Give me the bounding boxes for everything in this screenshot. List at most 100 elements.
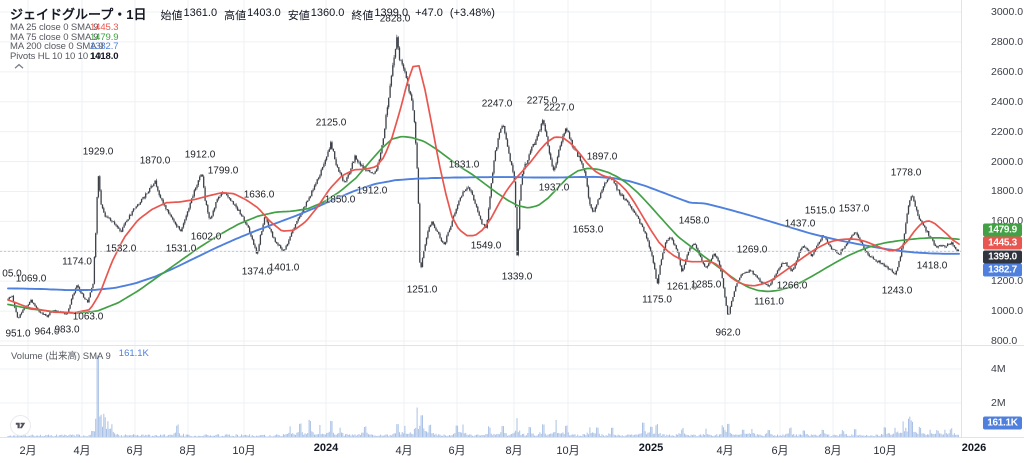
pivot-label: 1458.0 bbox=[678, 215, 710, 227]
ma25-value: 1445.3 bbox=[90, 22, 119, 34]
collapse-legend-button[interactable] bbox=[13, 57, 25, 75]
pivot-label: 1602.0 bbox=[190, 231, 222, 243]
time-axis-label: 8月 bbox=[824, 445, 842, 457]
indicator-row-ma75[interactable]: MA 75 close 0 SMA 9 1479.9 bbox=[10, 31, 495, 43]
pivot-label: 1870.0 bbox=[139, 155, 171, 167]
time-axis-label: 6月 bbox=[126, 445, 144, 457]
close-label: 終値 bbox=[351, 10, 374, 22]
volume-axis-tick: 2M bbox=[991, 397, 1006, 409]
pivot-label: 1161.0 bbox=[754, 296, 784, 308]
pivot-label: 1912.0 bbox=[184, 149, 216, 161]
volume-value: 161.1K bbox=[118, 348, 149, 359]
time-axis-label: 2025 bbox=[638, 442, 664, 454]
ma200-price-badge: 1382.7 bbox=[983, 263, 1022, 277]
pivot-label: 1897.0 bbox=[586, 151, 618, 163]
pivot-label: 983.0 bbox=[54, 324, 80, 336]
volume-legend[interactable]: Volume (出来高) SMA 9 161.1K bbox=[11, 348, 149, 362]
ma25-label: MA 25 close 0 SMA 9 bbox=[10, 22, 99, 34]
price-axis-tick: 800.0 bbox=[991, 335, 1018, 347]
pivot-label: 1778.0 bbox=[890, 167, 922, 179]
time-axis-label: 6月 bbox=[771, 445, 789, 457]
pivot-label: 1515.0 bbox=[804, 205, 836, 217]
tradingview-logo-icon bbox=[15, 422, 26, 429]
low-value: 1360.0 bbox=[310, 7, 345, 19]
change-percent: (+3.48%) bbox=[449, 7, 495, 19]
close-value: 1399.0 bbox=[374, 7, 409, 19]
pivot-label: 1437.0 bbox=[784, 218, 816, 230]
pivot-label: 962.0 bbox=[715, 327, 741, 339]
price-axis-tick: 1200.0 bbox=[991, 275, 1024, 288]
pivot-label: 1285.0 bbox=[690, 279, 722, 291]
pivot-label: 1243.0 bbox=[881, 285, 913, 297]
symbol-title[interactable]: ジェイドグループ・1日 bbox=[10, 7, 147, 22]
indicator-row-pivots[interactable]: Pivots HL 10 10 10 10 1418.0 bbox=[10, 51, 495, 63]
pivots-value: 1418.0 bbox=[90, 51, 119, 63]
open-label: 始値 bbox=[160, 10, 183, 22]
price-axis-tick: 2800.0 bbox=[991, 35, 1024, 48]
pivot-label: 1063.0 bbox=[72, 311, 104, 323]
pivot-label: 1799.0 bbox=[207, 165, 239, 177]
indicator-row-ma200[interactable]: MA 200 close 0 SMA 9 1382.7 bbox=[10, 41, 495, 53]
high-label: 高値 bbox=[224, 10, 247, 22]
pivots-label: Pivots HL 10 10 10 10 bbox=[10, 51, 102, 63]
time-axis-label: 4月 bbox=[73, 445, 91, 457]
price-axis-tick: 2200.0 bbox=[991, 125, 1024, 138]
indicator-row-ma25[interactable]: MA 25 close 0 SMA 9 1445.3 bbox=[10, 22, 495, 34]
time-axis-label: 10月 bbox=[873, 445, 897, 457]
tradingview-logo[interactable] bbox=[11, 416, 30, 435]
pivot-label: 2227.0 bbox=[543, 102, 575, 114]
pivot-label: 1175.0 bbox=[642, 294, 672, 306]
pivot-label: 2125.0 bbox=[315, 117, 347, 129]
pivot-label: 1266.0 bbox=[776, 280, 808, 292]
pivot-label: 1549.0 bbox=[470, 240, 502, 252]
ma75-label: MA 75 close 0 SMA 9 bbox=[10, 31, 99, 43]
pivot-label: 1401.0 bbox=[268, 262, 300, 274]
ma75-value: 1479.9 bbox=[90, 31, 119, 43]
ma25-price-badge: 1445.3 bbox=[983, 236, 1022, 250]
pivot-label: 1174.0 bbox=[62, 256, 92, 268]
pivot-label: 1831.0 bbox=[448, 159, 480, 171]
pivot-label: 1929.0 bbox=[82, 146, 114, 158]
time-axis-label: 4月 bbox=[716, 445, 734, 457]
price-axis-tick: 1000.0 bbox=[991, 305, 1024, 318]
pivot-label: 1069.0 bbox=[15, 273, 47, 285]
price-axis-tick: 2600.0 bbox=[991, 65, 1024, 78]
pivot-label: 951.0 bbox=[5, 328, 31, 340]
pivot-label: 1850.0 bbox=[324, 194, 356, 206]
pivot-label: 1537.0 bbox=[838, 203, 870, 215]
pivot-label: 1261.0 bbox=[666, 281, 698, 293]
ohlc-readout: 始値 1361.0 高値 1403.0 安値 1360.0 終値 1399.0 +47.… bbox=[160, 7, 494, 23]
pivot-label: 1531.0 bbox=[165, 243, 197, 255]
last-price-badge: 1399.0 bbox=[983, 250, 1022, 263]
time-axis-label: 10月 bbox=[232, 445, 256, 457]
price-axis-tick: 2400.0 bbox=[991, 95, 1024, 108]
ma200-label: MA 200 close 0 SMA 9 bbox=[10, 41, 104, 53]
legend-title-row: ジェイドグループ・1日 始値 1361.0 高値 1403.0 安値 1360.0 終… bbox=[10, 4, 495, 23]
pivot-label: 05.0 bbox=[2, 268, 22, 280]
low-label: 安値 bbox=[287, 10, 310, 22]
time-axis-label: 2026 bbox=[961, 442, 987, 454]
high-value: 1403.0 bbox=[247, 7, 281, 19]
time-axis-label: 10月 bbox=[556, 445, 580, 457]
time-axis-label: 4月 bbox=[395, 445, 413, 457]
open-value: 1361.0 bbox=[183, 7, 218, 19]
pivot-label: 2828.0 bbox=[379, 13, 411, 25]
indicator-legend: ジェイドグループ・1日 始値 1361.0 高値 1403.0 安値 1360.0 終… bbox=[10, 4, 495, 63]
price-axis-tick: 1800.0 bbox=[991, 185, 1024, 198]
volume-sma-badge: 161.1K bbox=[983, 416, 1022, 430]
pivot-label: 2275.0 bbox=[526, 95, 558, 107]
ma75-line bbox=[7, 135, 960, 315]
price-axis-tick: 2000.0 bbox=[991, 155, 1024, 168]
time-axis-label: 2024 bbox=[313, 442, 339, 454]
pivot-label: 1636.0 bbox=[243, 189, 275, 201]
volume-label: Volume (出来高) SMA 9 bbox=[11, 351, 111, 362]
pivot-label: 1269.0 bbox=[736, 244, 768, 256]
ma75-price-badge: 1479.9 bbox=[983, 223, 1022, 236]
pivot-label: 1374.0 bbox=[241, 266, 273, 278]
pivot-label: 1937.0 bbox=[538, 182, 570, 194]
change-value: +47.0 bbox=[415, 7, 443, 19]
pivot-label: 964.0 bbox=[34, 326, 60, 338]
chevron-up-icon bbox=[14, 63, 24, 69]
